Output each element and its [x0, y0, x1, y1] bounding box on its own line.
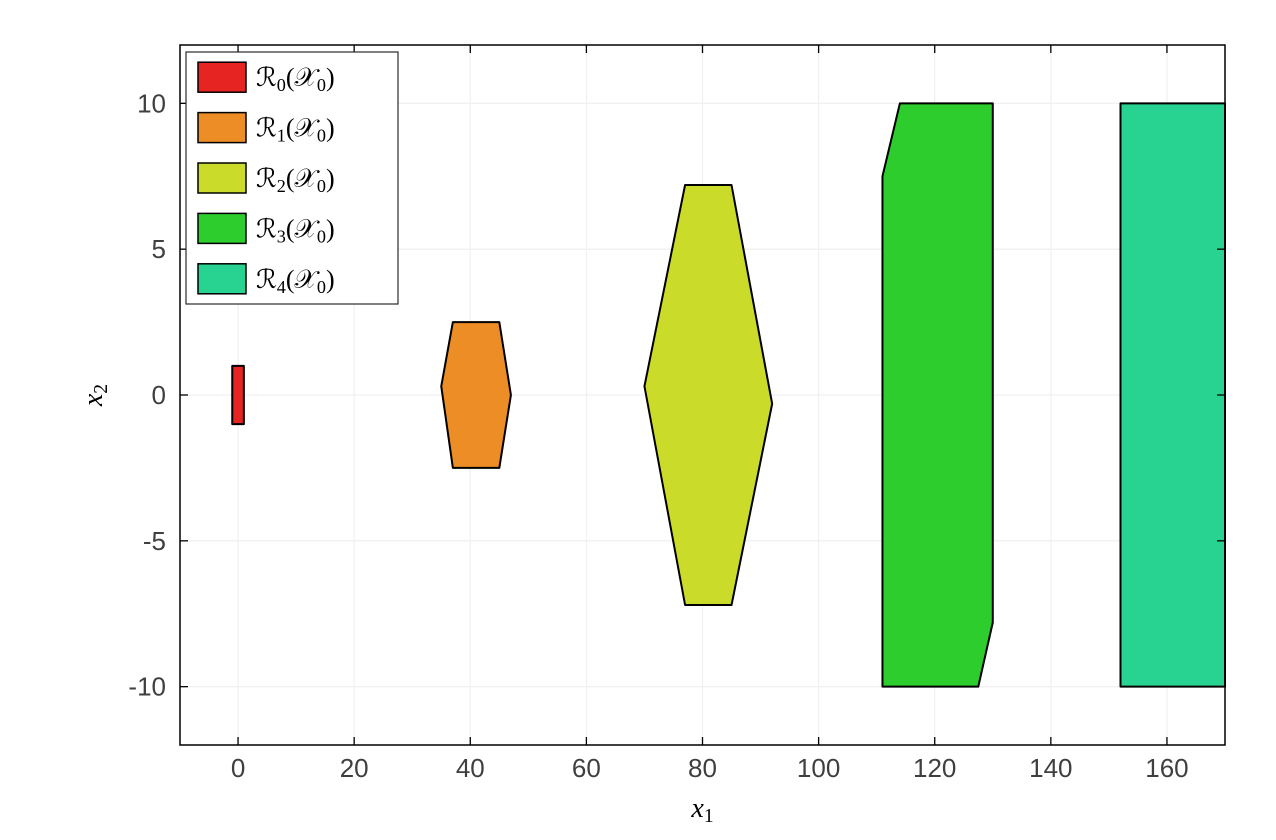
xtick-label: 160	[1145, 753, 1188, 783]
xtick-label: 60	[572, 753, 601, 783]
chart-svg: 020406080100120140160-10-50510x1x2ℛ0(𝒳0)…	[0, 0, 1276, 840]
xtick-label: 80	[688, 753, 717, 783]
xtick-label: 100	[797, 753, 840, 783]
xtick-label: 20	[340, 753, 369, 783]
ytick-label: 10	[137, 88, 166, 118]
legend-swatch	[198, 213, 246, 243]
xtick-label: 40	[456, 753, 485, 783]
region-R4	[1121, 103, 1226, 686]
legend-swatch	[198, 264, 246, 294]
xtick-label: 140	[1029, 753, 1072, 783]
legend-swatch	[198, 113, 246, 143]
legend-swatch	[198, 62, 246, 92]
ytick-label: 5	[152, 234, 166, 264]
chart-container: 020406080100120140160-10-50510x1x2ℛ0(𝒳0)…	[0, 0, 1276, 840]
xtick-label: 120	[913, 753, 956, 783]
xtick-label: 0	[231, 753, 245, 783]
region-R3_actual	[882, 103, 992, 686]
legend-swatch	[198, 163, 246, 193]
ytick-label: -10	[128, 672, 166, 702]
ytick-label: -5	[143, 526, 166, 556]
region-R0	[232, 366, 244, 424]
ytick-label: 0	[152, 380, 166, 410]
region-R1	[441, 322, 511, 468]
